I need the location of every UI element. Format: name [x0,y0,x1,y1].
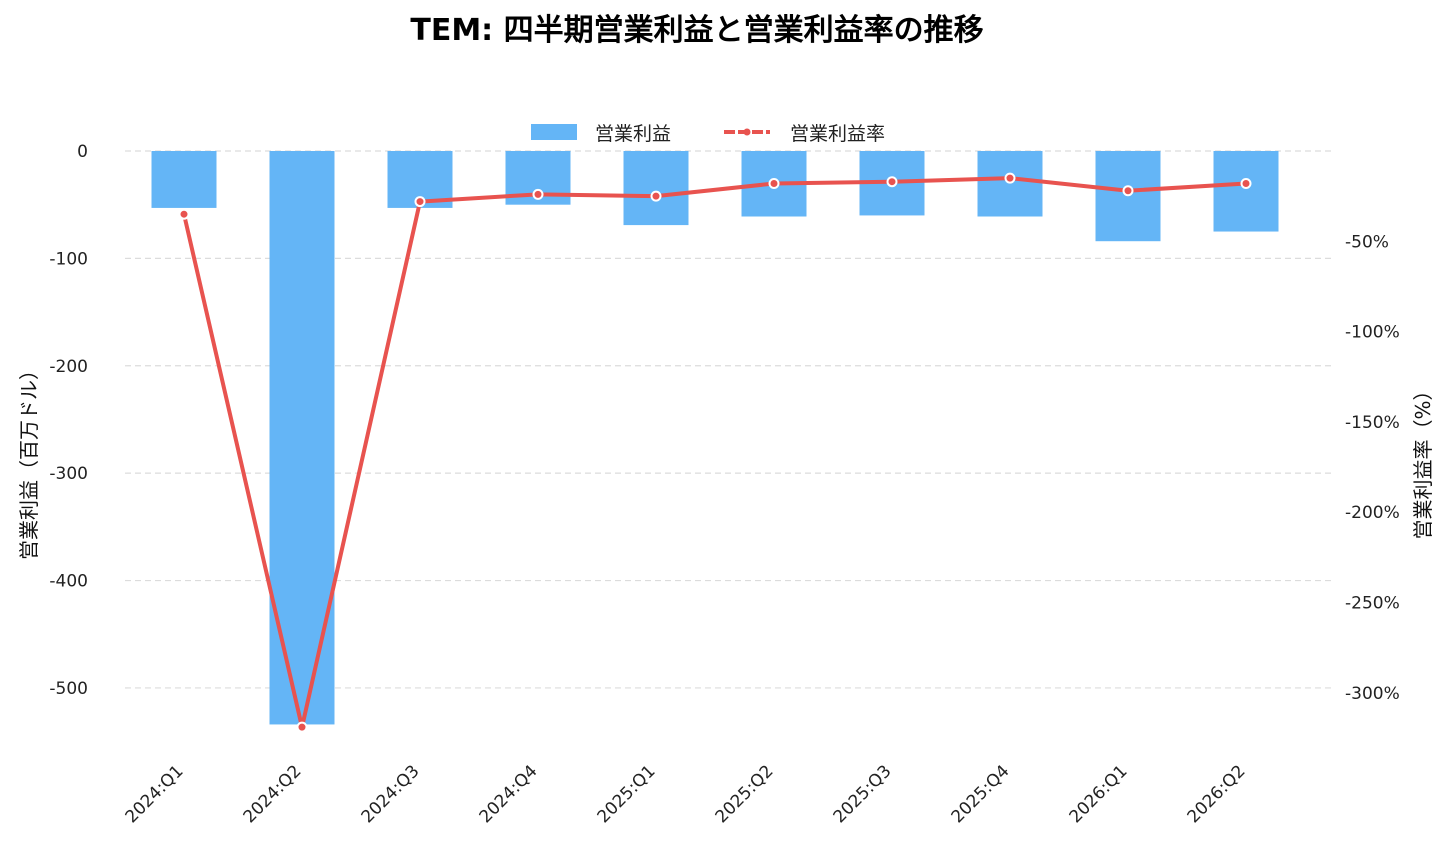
x-tick-label: 2024:Q2 [240,761,306,827]
line-point-2024:Q2 [296,721,308,733]
line-point-2026:Q2 [1240,178,1252,190]
x-axis-ticks: 2024:Q1 2024:Q2 2024:Q3 2024:Q4 2025:Q1 2025:… [122,761,1250,827]
line-point-2025:Q2 [768,178,780,190]
bar-2025:Q1 [623,151,689,226]
right-axis-title: 営業利益率（%） [1411,380,1435,539]
line-point-2025:Q1 [650,190,662,202]
x-tick-label: 2025:Q2 [712,761,778,827]
x-tick-label: 2026:Q1 [1066,761,1132,827]
right-tick-label: -250% [1345,594,1400,614]
line-point-2026:Q1 [1122,185,1134,197]
legend-label-line: 営業利益率 [790,123,885,145]
x-tick-label: 2024:Q4 [476,761,542,827]
x-tick-label: 2026:Q2 [1184,761,1250,827]
left-tick-label: -500 [49,679,88,699]
chart-title: TEM: 四半期営業利益と営業利益率の推移 [410,13,983,48]
legend-label-bar: 営業利益 [595,123,671,145]
legend: 営業利益 営業利益率 [531,123,885,145]
line-series [178,172,1252,733]
line-point-2024:Q4 [532,188,544,200]
legend-swatch-marker [743,128,751,136]
left-axis-ticks: 0 -100 -200 -300 -400 -500 [49,142,88,699]
line-point-2025:Q3 [886,176,898,188]
x-tick-label: 2025:Q3 [830,761,896,827]
left-tick-label: -200 [49,357,88,377]
line-operating-margin [182,176,1248,730]
left-tick-label: -100 [49,249,88,269]
left-tick-label: -300 [49,464,88,484]
bar-2024:Q2 [269,151,335,725]
x-tick-label: 2024:Q3 [358,761,424,827]
bar-2025:Q4 [977,151,1043,217]
x-tick-label: 2024:Q1 [122,761,188,827]
line-point-2024:Q3 [414,196,426,208]
line-point-2025:Q4 [1004,172,1016,184]
right-axis-ticks: -50% -100% -150% -200% -250% -300% [1345,232,1400,704]
right-tick-label: -150% [1345,413,1400,433]
legend-swatch-bar [531,124,577,140]
left-tick-label: -400 [49,572,88,592]
left-axis-title: 営業利益（百万ドル） [17,360,41,560]
x-tick-label: 2025:Q4 [948,761,1014,827]
x-tick-label: 2025:Q1 [594,761,660,827]
right-tick-label: -200% [1345,503,1400,523]
bar-2024:Q1 [151,151,217,208]
line-point-2024:Q1 [178,208,190,220]
right-tick-label: -100% [1345,323,1400,343]
right-tick-label: -300% [1345,684,1400,704]
right-tick-label: -50% [1345,232,1389,252]
left-tick-label: 0 [77,142,88,162]
bar-2026:Q2 [1213,151,1279,232]
